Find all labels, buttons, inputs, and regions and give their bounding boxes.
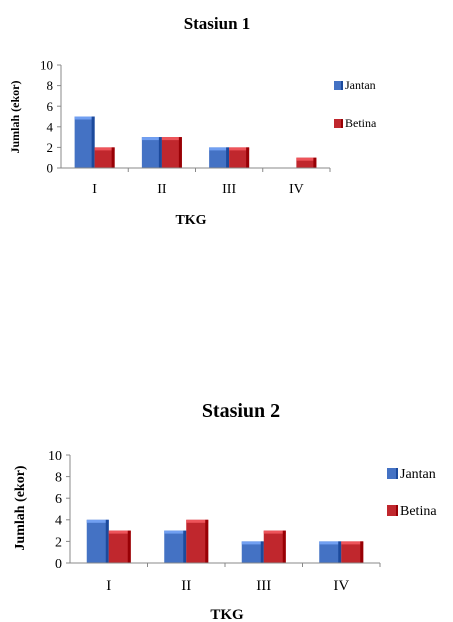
- x-tick-label: II: [181, 578, 191, 594]
- bar-bevel-top: [296, 157, 317, 161]
- y-tick-label: 6: [55, 492, 62, 507]
- x-axis-ticks: I II III IV: [92, 168, 331, 197]
- bar-bevel-side: [205, 519, 209, 563]
- legend-swatch-betina: [387, 505, 398, 516]
- y-axis-label: Jumlah (ekor): [8, 81, 22, 154]
- bar-betina: [263, 530, 286, 563]
- legend-label-betina: Betina: [345, 116, 377, 130]
- y-tick-label: 4: [55, 514, 62, 529]
- x-tick-label: I: [92, 182, 97, 197]
- bar-jantan: [209, 147, 230, 168]
- bar-bevel-side: [127, 530, 131, 563]
- x-tick-label: III: [256, 578, 271, 594]
- bar-bevel-top: [164, 530, 187, 534]
- legend-swatch-bevel: [396, 505, 398, 516]
- bar-bevel-side: [360, 541, 364, 563]
- bar-bevel-side: [105, 519, 109, 563]
- y-tick-label: 8: [47, 78, 54, 93]
- bar-bevel-side: [338, 541, 342, 563]
- bar-bevel-top: [86, 519, 109, 523]
- x-axis-label: TKG: [210, 607, 244, 622]
- legend-swatch-bevel: [341, 119, 343, 128]
- legend-label-jantan: Jantan: [345, 78, 376, 92]
- y-tick-label: 4: [47, 119, 54, 134]
- bar-jantan: [86, 519, 109, 563]
- x-axis-ticks: I II III IV: [106, 563, 381, 594]
- bar-jantan: [74, 116, 95, 168]
- bar-bevel-side: [260, 541, 264, 563]
- bar-betina: [161, 137, 182, 168]
- bars: [74, 116, 317, 168]
- bar-bevel-side: [158, 137, 162, 168]
- x-tick-label: IV: [333, 578, 349, 594]
- legend: Jantan Betina: [334, 78, 377, 130]
- x-tick-label: IV: [289, 182, 304, 197]
- legend-swatch-jantan: [334, 81, 343, 90]
- legend: Jantan Betina: [387, 467, 437, 519]
- x-tick-label: III: [222, 182, 236, 197]
- y-tick-label: 8: [55, 471, 62, 486]
- bar-bevel-top: [74, 116, 95, 120]
- bar-bevel-side: [183, 530, 187, 563]
- bar-bevel-side: [91, 116, 95, 168]
- bar-bevel-top: [263, 530, 286, 534]
- y-tick-label: 2: [47, 140, 54, 155]
- y-axis-ticks: 0 2 4 6 8 10: [48, 449, 70, 572]
- bar-bevel-top: [161, 137, 182, 141]
- y-axis-label: Jumlah (ekor): [13, 465, 28, 551]
- x-tick-label: I: [106, 578, 111, 594]
- legend-swatch-betina: [334, 119, 343, 128]
- bar-bevel-top: [186, 519, 209, 523]
- bar-jantan: [164, 530, 187, 563]
- bars: [86, 519, 364, 563]
- bar-bevel-top: [341, 541, 364, 545]
- bar-bevel-top: [94, 147, 115, 151]
- legend-label-jantan: Jantan: [400, 467, 436, 482]
- chart-title: Stasiun 1: [184, 14, 251, 33]
- y-tick-label: 2: [55, 535, 62, 550]
- bar-jantan: [319, 541, 342, 563]
- bar-bevel-side: [178, 137, 182, 168]
- bar-bevel-side: [246, 147, 250, 168]
- bar-bevel-top: [108, 530, 131, 534]
- chart-title: Stasiun 2: [202, 400, 280, 422]
- bar-betina: [108, 530, 131, 563]
- bar-bevel-top: [241, 541, 264, 545]
- y-tick-label: 6: [47, 99, 54, 114]
- bar-bevel-top: [141, 137, 162, 141]
- y-tick-label: 0: [55, 557, 62, 572]
- y-tick-label: 0: [47, 161, 54, 176]
- y-tick-label: 10: [48, 449, 62, 464]
- legend-label-betina: Betina: [400, 504, 437, 519]
- bar-bevel-top: [229, 147, 250, 151]
- bar-betina: [229, 147, 250, 168]
- x-tick-label: II: [157, 182, 167, 197]
- bar-betina: [94, 147, 115, 168]
- bar-bevel-side: [282, 530, 286, 563]
- bar-betina: [296, 157, 317, 168]
- legend-swatch-bevel: [396, 468, 398, 479]
- bar-betina: [186, 519, 209, 563]
- bar-bevel-side: [226, 147, 230, 168]
- bar-bevel-top: [319, 541, 342, 545]
- bar-jantan: [241, 541, 264, 563]
- bar-bevel-side: [111, 147, 115, 168]
- legend-swatch-jantan: [387, 468, 398, 479]
- bar-jantan: [141, 137, 162, 168]
- legend-swatch-bevel: [341, 81, 343, 90]
- bar-betina: [341, 541, 364, 563]
- bar-bevel-side: [313, 157, 317, 168]
- x-axis-label: TKG: [175, 213, 206, 228]
- y-axis-ticks: 0 2 4 6 8 10: [40, 58, 61, 176]
- bar-bevel-top: [209, 147, 230, 151]
- y-tick-label: 10: [40, 58, 53, 73]
